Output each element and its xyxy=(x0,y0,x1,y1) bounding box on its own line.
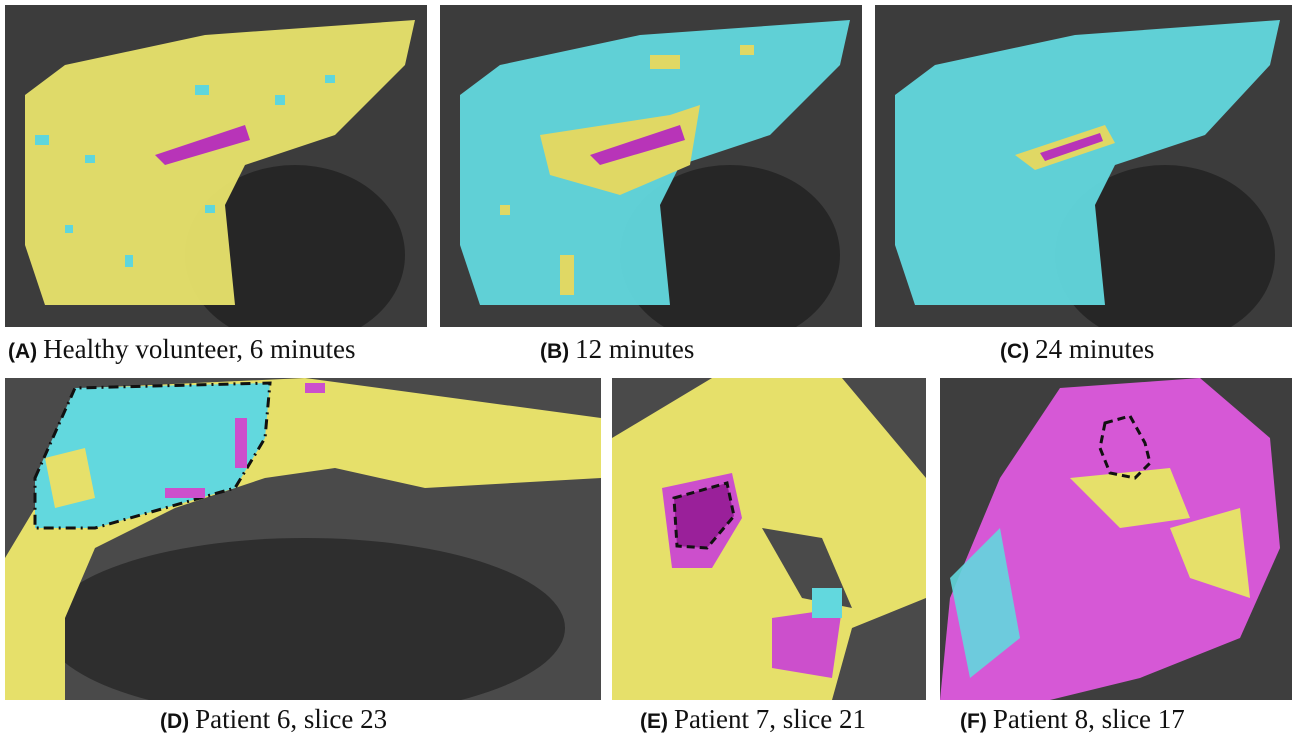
panel-letter: (B) xyxy=(540,340,569,363)
caption: (A) Healthy volunteer, 6 minutes xyxy=(8,334,356,367)
liver-image xyxy=(5,378,601,700)
panel-letter: (E) xyxy=(640,710,668,733)
image-panel xyxy=(875,5,1292,327)
caption-text: Patient 7, slice 21 xyxy=(674,704,866,734)
cyan-region xyxy=(812,588,842,618)
image-panel xyxy=(612,378,926,700)
caption-text: Healthy volunteer, 6 minutes xyxy=(43,334,355,364)
caption-text: 24 minutes xyxy=(1035,334,1154,364)
liver-image xyxy=(440,5,862,327)
panel-letter: (A) xyxy=(8,340,37,363)
panel-letter: (F) xyxy=(960,710,987,733)
panel-letter: (D) xyxy=(160,710,189,733)
image-panel xyxy=(5,378,601,700)
liver-image xyxy=(940,378,1292,700)
caption: (C) 24 minutes xyxy=(1000,334,1154,367)
liver-image xyxy=(875,5,1292,327)
caption-text: Patient 8, slice 17 xyxy=(993,704,1185,734)
image-panel xyxy=(440,5,862,327)
liver-image xyxy=(5,5,427,327)
image-panel xyxy=(940,378,1292,700)
magenta-region xyxy=(772,608,842,678)
panel-letter: (C) xyxy=(1000,340,1029,363)
caption-text: Patient 6, slice 23 xyxy=(195,704,387,734)
page: {"panels": [ {"letter": "(A)", "caption"… xyxy=(0,0,1293,738)
caption: (E) Patient 7, slice 21 xyxy=(640,704,866,737)
caption: (B) 12 minutes xyxy=(540,334,694,367)
image-panel xyxy=(5,5,427,327)
caption: (F) Patient 8, slice 17 xyxy=(960,704,1185,737)
caption-text: 12 minutes xyxy=(575,334,694,364)
liver-image xyxy=(612,378,926,700)
caption: (D) Patient 6, slice 23 xyxy=(160,704,387,737)
